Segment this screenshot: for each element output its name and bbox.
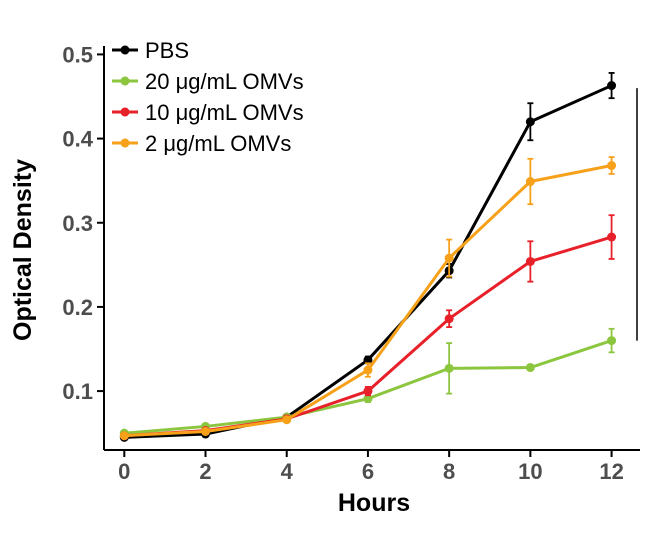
legend-label: 20 μg/mL OMVs	[145, 69, 304, 94]
x-tick-label: 12	[599, 459, 623, 484]
legend-label: 10 μg/mL OMVs	[145, 100, 304, 125]
axes	[103, 46, 640, 451]
data-point	[444, 253, 454, 263]
y-tick-label: 0.2	[62, 295, 93, 320]
x-tick-label: 8	[443, 459, 455, 484]
data-point	[363, 365, 373, 375]
legend-swatch-point	[120, 76, 130, 86]
data-point	[444, 363, 454, 373]
x-tick-label: 10	[518, 459, 542, 484]
data-point	[363, 355, 373, 365]
legend-swatch-point	[120, 138, 130, 148]
data-point	[607, 161, 617, 171]
x-ticks: 0 2 4 6 8 10 12	[118, 450, 624, 484]
y-tick-label: 0.1	[62, 379, 93, 404]
data-point	[525, 256, 535, 266]
x-tick-label: 2	[199, 459, 211, 484]
legend-item: 10 μg/mL OMVs	[112, 100, 304, 125]
y-axis-title: Optical Density	[9, 159, 37, 341]
data-point	[525, 117, 535, 127]
legend-swatch-point	[120, 45, 130, 55]
data-point	[363, 394, 373, 404]
data-point	[525, 177, 535, 187]
x-axis-title: Hours	[338, 489, 410, 517]
series-2	[119, 214, 617, 441]
x-tick-label: 0	[118, 459, 130, 484]
legend-item: PBS	[112, 38, 189, 63]
series-3	[119, 156, 617, 441]
series-1	[119, 327, 617, 438]
significance-annotation: ****	[636, 88, 654, 341]
y-tick-label: 0.3	[62, 211, 93, 236]
data-point	[282, 415, 292, 425]
legend-item: 2 μg/mL OMVs	[112, 131, 291, 156]
data-point	[363, 386, 373, 396]
legend-item: 20 μg/mL OMVs	[112, 69, 304, 94]
series-layer	[119, 72, 617, 442]
data-point	[607, 336, 617, 346]
data-point	[444, 314, 454, 324]
y-tick-label: 0.5	[62, 42, 93, 67]
y-ticks: 0.1 0.2 0.3 0.4 0.5	[62, 42, 104, 404]
series-line	[124, 235, 613, 438]
data-point	[607, 81, 617, 91]
y-tick-label: 0.4	[62, 127, 93, 152]
data-point	[119, 431, 129, 441]
legend-swatch-point	[120, 107, 130, 117]
legend-label: PBS	[145, 38, 189, 63]
data-point	[525, 363, 535, 373]
x-tick-label: 6	[362, 459, 374, 484]
data-point	[607, 232, 617, 242]
significance-label: ****	[645, 197, 654, 232]
legend: PBS 20 μg/mL OMVs 10 μg/mL OMVs 2 μg/mL OMV…	[112, 38, 304, 156]
data-point	[201, 426, 211, 436]
legend-label: 2 μg/mL OMVs	[145, 131, 291, 156]
x-tick-label: 4	[281, 459, 294, 484]
